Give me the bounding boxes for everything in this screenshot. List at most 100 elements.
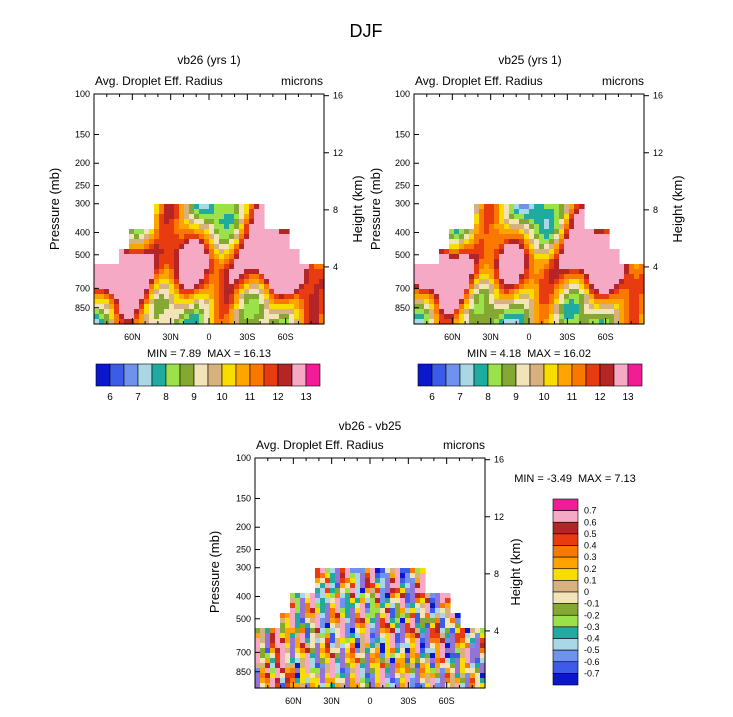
contour-cell <box>484 289 490 295</box>
contour-cell <box>524 204 530 210</box>
contour-cell <box>614 314 620 320</box>
contour-cell <box>114 314 120 320</box>
contour-cell <box>454 274 460 280</box>
contour-cell <box>504 304 510 310</box>
contour-cell <box>395 648 401 654</box>
contour-cell <box>589 274 595 280</box>
y-tick-label: 150 <box>236 494 251 504</box>
contour-cell <box>184 309 190 315</box>
contour-cell <box>249 289 255 295</box>
contour-cell <box>430 638 436 644</box>
colorbar-swatch <box>552 580 579 593</box>
contour-cell <box>129 314 135 320</box>
contour-cell <box>405 593 411 599</box>
contour-cell <box>415 678 421 684</box>
contour-cell <box>244 269 250 275</box>
contour-cell <box>574 229 580 235</box>
height-tick-label: 4 <box>494 626 499 636</box>
contour-cell <box>639 319 645 325</box>
contour-cell <box>554 249 560 255</box>
contour-cell <box>114 309 120 315</box>
contour-cell <box>539 224 545 230</box>
contour-cell <box>479 254 485 260</box>
contour-cell <box>209 299 215 305</box>
contour-cell <box>464 294 470 300</box>
contour-cell <box>395 603 401 609</box>
contour-cell <box>489 269 495 275</box>
contour-cell <box>144 254 150 260</box>
contour-cell <box>290 678 296 684</box>
contour-cell <box>445 593 451 599</box>
contour-cell <box>194 219 200 225</box>
contour-cell <box>479 234 485 240</box>
contour-cell <box>480 633 486 639</box>
contour-cell <box>274 269 280 275</box>
contour-cell <box>509 239 515 245</box>
contour-cell <box>504 259 510 265</box>
contour-cell <box>109 294 115 300</box>
contour-cell <box>124 274 130 280</box>
contour-cell <box>534 314 540 320</box>
contour-cell <box>249 204 255 210</box>
y2-axis-label: Height (km) <box>670 175 685 242</box>
contour-cell <box>639 304 645 310</box>
contour-cell <box>149 299 155 305</box>
contour-cell <box>370 578 376 584</box>
contour-cell <box>624 319 630 325</box>
contour-cell <box>509 294 515 300</box>
contour-cell <box>219 214 225 220</box>
colorbar-label: 0.7 <box>584 506 597 516</box>
contour-cell <box>474 224 480 230</box>
colorbar-swatch <box>552 591 579 604</box>
contour-cell <box>569 209 575 215</box>
contour-cell <box>474 269 480 275</box>
contour-cell <box>534 299 540 305</box>
contour-cell <box>370 583 376 589</box>
contour-cell <box>370 568 376 574</box>
colorbar-label: 7 <box>457 392 463 403</box>
contour-cell <box>459 299 465 305</box>
contour-cell <box>415 653 421 659</box>
contour-cell <box>325 613 331 619</box>
contour-cell <box>159 254 165 260</box>
contour-cell <box>484 299 490 305</box>
contour-cell <box>419 279 425 285</box>
contour-cell <box>239 284 245 290</box>
contour-cell <box>430 683 436 689</box>
contour-cell <box>395 628 401 634</box>
contour-cell <box>544 284 550 290</box>
contour-cell <box>415 618 421 624</box>
contour-cell <box>380 568 386 574</box>
colorbar-label: -0.4 <box>584 634 600 644</box>
contour-cell <box>450 648 456 654</box>
contour-cell <box>375 618 381 624</box>
contour-cell <box>599 244 605 250</box>
contour-cell <box>439 294 445 300</box>
contour-cell <box>269 249 275 255</box>
contour-cell <box>325 618 331 624</box>
contour-cell <box>264 309 270 315</box>
contour-cell <box>489 249 495 255</box>
contour-cell <box>514 309 520 315</box>
contour-cell <box>229 314 235 320</box>
contour-cell <box>365 653 371 659</box>
contour-cell <box>414 294 420 300</box>
contour-cell <box>370 613 376 619</box>
contour-cell <box>204 299 210 305</box>
contour-cell <box>619 284 625 290</box>
contour-cell <box>395 593 401 599</box>
contour-cell <box>129 269 135 275</box>
contour-cell <box>445 598 451 604</box>
contour-cell <box>579 274 585 280</box>
contour-cell <box>194 204 200 210</box>
contour-cell <box>549 289 555 295</box>
contour-cell <box>375 578 381 584</box>
contour-cell <box>559 244 565 250</box>
contour-cell <box>340 648 346 654</box>
contour-cell <box>375 593 381 599</box>
contour-cell <box>554 259 560 265</box>
contour-cell <box>304 289 310 295</box>
contour-cell <box>365 663 371 669</box>
contour-cell <box>569 269 575 275</box>
contour-cell <box>549 279 555 285</box>
